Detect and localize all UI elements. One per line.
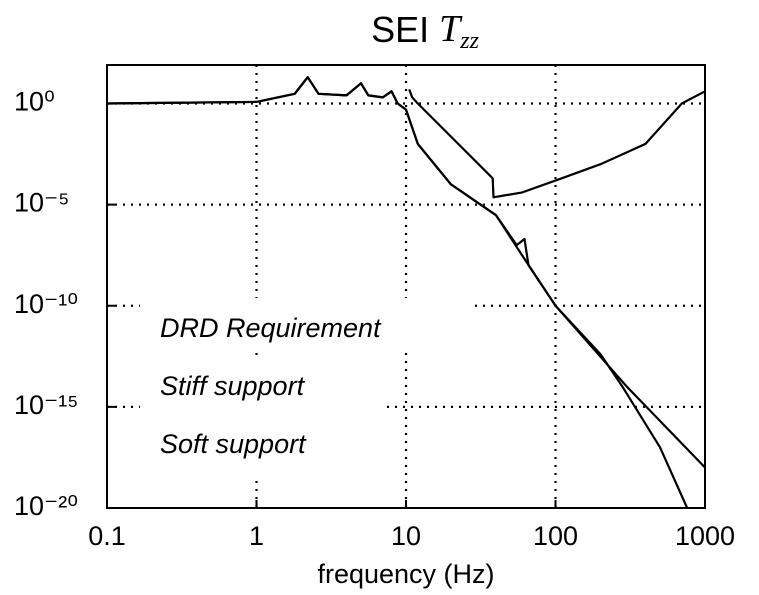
- series-label: DRD Requirement: [160, 313, 382, 343]
- series-label: Soft support: [160, 429, 307, 459]
- x-tick-label: 1: [249, 521, 264, 551]
- series-line: [408, 89, 706, 199]
- x-tick-label: 10: [391, 521, 421, 551]
- y-tick-label: 10⁻²⁰: [14, 491, 78, 521]
- x-axis-label: frequency (Hz): [317, 559, 494, 589]
- series-line: [106, 76, 689, 509]
- title-subscript: zz: [459, 28, 479, 54]
- x-tick-label: 1000: [675, 521, 735, 551]
- title-symbol: T: [439, 8, 463, 50]
- y-tick-label: 10⁻¹⁰: [14, 289, 78, 319]
- series-label: Stiff support: [160, 371, 306, 401]
- chart-title: SEI Tzz: [371, 8, 480, 54]
- y-tick-label: 10⁻¹⁵: [14, 390, 78, 420]
- y-tick-label: 10⁻⁵: [14, 188, 69, 218]
- title-text: SEI: [371, 9, 429, 50]
- label-backdrop: [140, 360, 387, 478]
- x-tick-label: 100: [533, 521, 578, 551]
- y-tick-label: 10⁰: [14, 87, 55, 117]
- lines: DRD Requirement Stiff support Soft support: [106, 76, 706, 509]
- ticks: 0.1 1 10 100 1000 10⁰ 10⁻⁵ 10⁻¹⁰ 10⁻¹⁵ 10⁻²⁰: [14, 87, 735, 552]
- label-backdrop: [140, 298, 472, 350]
- x-tick-label: 0.1: [88, 521, 126, 551]
